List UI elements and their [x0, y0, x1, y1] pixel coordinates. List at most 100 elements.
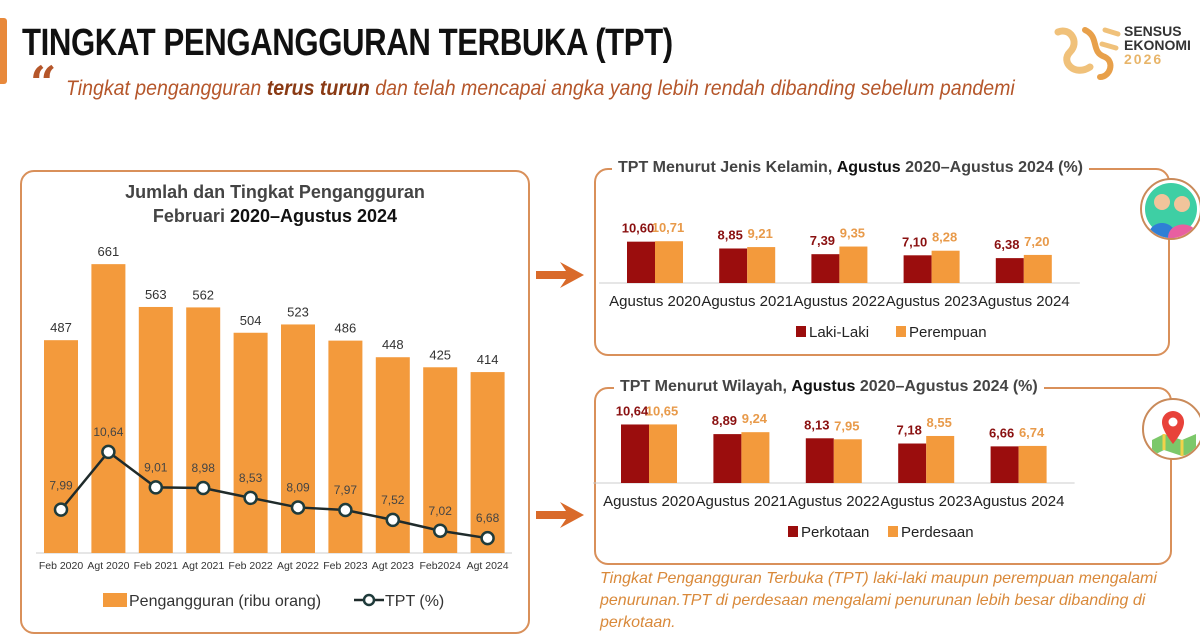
x-tick-label: Agustus 2022 [788, 493, 880, 510]
x-tick-label: Agt 2023 [372, 560, 414, 572]
bar-perdesaan [741, 432, 770, 483]
bar-value-label: 8,55 [927, 415, 952, 430]
bar-value-label: 8,13 [804, 417, 829, 432]
x-tick-label: Agt 2022 [277, 560, 319, 572]
legend-swatch [796, 326, 806, 337]
bar-perempuan [839, 246, 868, 283]
tpt-point [338, 502, 353, 518]
title-bold: 2020–Agustus 2024 [229, 206, 398, 226]
subtitle-bold: terus turun [266, 77, 370, 100]
bar-value-label: 8,28 [932, 230, 957, 245]
bar-value-label: 487 [50, 320, 72, 335]
bar-value-label: 504 [240, 313, 262, 328]
legend-swatch-marker [362, 593, 376, 607]
x-tick-label: Agustus 2020 [609, 293, 701, 310]
x-tick-label: Agustus 2021 [701, 293, 793, 310]
bar [91, 264, 126, 553]
bar [233, 332, 268, 553]
subtitle-post: dan telah mencapai angka yang lebih rend… [369, 77, 1015, 100]
tpt-point [148, 480, 164, 495]
tpt-point [385, 512, 401, 528]
unemployment-chart: 487 Feb 2020 661 Agt 2020 563 Feb 2021 562 Agt … [36, 244, 512, 610]
bar-value-label: 7,95 [834, 418, 859, 433]
footnote: Tingkat Pengangguran Terbuka (TPT) laki-… [600, 570, 1157, 631]
page-title: TINGKAT PENGANGGURAN TERBUKA (TPT) [22, 22, 673, 64]
logo-line1: SENSUS [1124, 23, 1182, 39]
logo-year: 2026 [1124, 51, 1164, 67]
x-tick-label: Agustus 2023 [880, 493, 972, 510]
bar-value-label: 7,20 [1024, 234, 1049, 249]
tpt-point [480, 530, 495, 546]
bar [186, 307, 221, 553]
bar-perdesaan [649, 424, 677, 483]
region-chart-title: TPT Menurut Wilayah, Agustus 2020–Agustu… [614, 378, 1044, 396]
bar-value-label: 9,35 [840, 226, 865, 241]
title-pre: TPT Menurut Wilayah, [620, 378, 792, 395]
logo-text: SENSUS EKONOMI 2026 [1124, 24, 1191, 66]
accent-bar [0, 18, 7, 84]
tpt-value-label: 8,98 [192, 461, 216, 475]
left-chart-panel [20, 170, 530, 634]
map-pin-icon [1142, 398, 1200, 460]
tpt-line [60, 450, 488, 540]
quote-icon: “ [30, 56, 57, 110]
bar-value-label: 10,60 [622, 221, 655, 236]
x-tick-label: Agustus 2023 [886, 293, 978, 310]
tpt-value-label: 7,97 [334, 483, 358, 497]
gender-chart-title: TPT Menurut Jenis Kelamin, Agustus 2020–… [612, 159, 1090, 177]
bar-value-label: 562 [192, 287, 214, 302]
legend-label: Perkotaan [801, 524, 869, 541]
legend-label: Perempuan [909, 324, 987, 341]
people-icon [1140, 178, 1200, 240]
legend-label-line: TPT (%) [385, 593, 444, 610]
bar [328, 340, 363, 553]
x-tick-label: Feb2024 [419, 560, 461, 572]
subtitle-pre: Tingkat pengangguran [66, 77, 267, 100]
bar-value-label: 448 [382, 337, 404, 352]
title-pre: Februari [152, 206, 230, 226]
bar-value-label: 9,21 [748, 226, 773, 241]
bar-value-label: 7,39 [810, 233, 835, 248]
tpt-value-label: 10,64 [93, 425, 123, 439]
left-chart-title-line1: Jumlah dan Tingkat Pengangguran [125, 182, 425, 202]
title-bold: Agustus [791, 378, 856, 395]
x-tick-label: Agustus 2024 [973, 493, 1065, 510]
x-tick-label: Agustus 2020 [603, 493, 695, 510]
x-tick-label: Agt 2021 [182, 560, 224, 572]
bar-value-label: 8,85 [718, 227, 743, 242]
bar-perkotaan [990, 446, 1019, 483]
tpt-value-label: 7,02 [429, 504, 453, 518]
sensus-ekonomi-logo [1054, 27, 1121, 80]
tpt-value-label: 7,99 [49, 479, 73, 493]
tpt-point [101, 444, 116, 460]
bar-perkotaan [713, 434, 742, 483]
tpt-value-label: 8,09 [286, 480, 310, 494]
bar-value-label: 425 [429, 347, 451, 362]
bar-value-label: 10,64 [616, 403, 649, 418]
title-bold: Agustus [836, 159, 901, 176]
x-tick-label: Feb 2023 [323, 560, 368, 572]
tpt-point [243, 490, 258, 506]
logo-line2: EKONOMI [1124, 37, 1191, 53]
legend-label: Laki-Laki [809, 324, 869, 341]
x-tick-label: Agt 2020 [87, 560, 129, 572]
bar-perempuan [747, 247, 776, 283]
bar-value-label: 486 [335, 321, 357, 336]
bar-perkotaan [898, 443, 927, 483]
bar-value-label: 563 [145, 287, 167, 302]
bar [423, 367, 458, 553]
bar-perempuan [1023, 254, 1052, 283]
bar-laki-laki [627, 241, 655, 283]
bar-value-label: 6,74 [1019, 425, 1045, 440]
left-chart-title-line2: Februari 2020–Agustus 2024 [20, 204, 530, 228]
tpt-point [195, 480, 211, 496]
bar-laki-laki [719, 248, 748, 283]
bar [470, 372, 505, 553]
subtitle: Tingkat pengangguran terus turun dan tel… [66, 77, 1015, 101]
tpt-value-label: 6,68 [476, 511, 500, 525]
tpt-value-label: 9,01 [144, 460, 168, 474]
tpt-value-label: 8,53 [239, 471, 263, 485]
bar [281, 324, 315, 553]
